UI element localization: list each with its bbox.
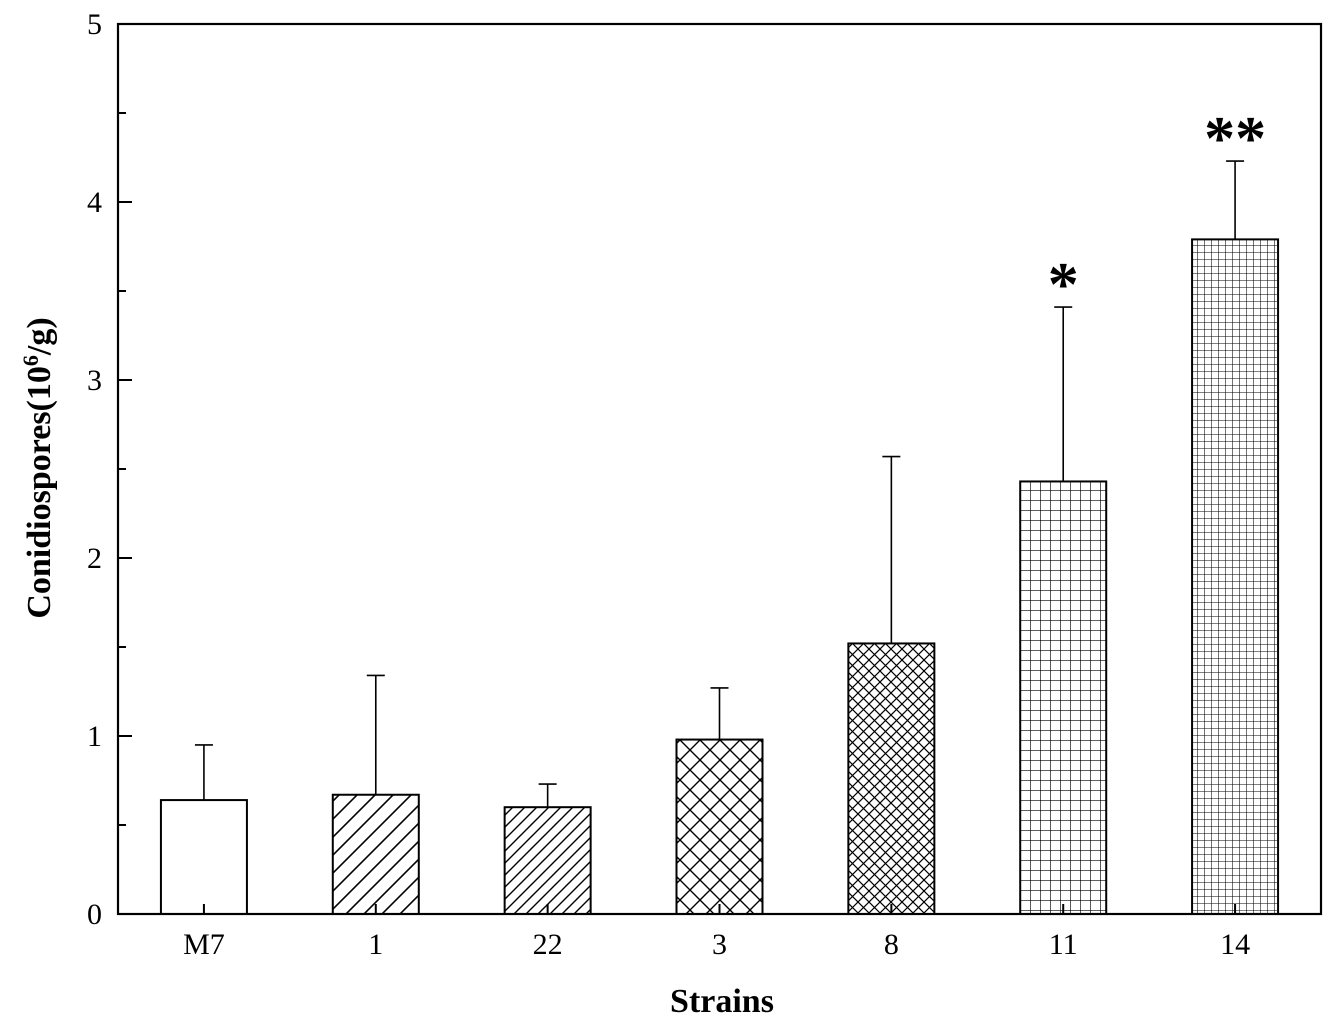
- y-axis-title-sup: 6: [18, 355, 43, 366]
- significance-11: *: [1048, 251, 1079, 319]
- bars-layer: [159, 238, 1280, 916]
- bar-22: [503, 806, 592, 916]
- bar-14: [1191, 238, 1280, 915]
- plot-frame: [116, 22, 1323, 916]
- x-tick-label-M7: M7: [183, 928, 225, 961]
- y-tick-label-3: 3: [87, 364, 102, 397]
- y-axis-title-tail: /g): [21, 317, 58, 356]
- bar-8: [847, 642, 936, 915]
- x-tick-label-11: 11: [1049, 928, 1078, 961]
- x-tick-label-22: 22: [533, 928, 563, 961]
- bar-1: [331, 793, 420, 915]
- y-tick-label-0: 0: [87, 898, 102, 931]
- x-tick-label-1: 1: [368, 928, 383, 961]
- bar-3: [675, 738, 764, 915]
- error-bars-layer: [194, 160, 1245, 808]
- x-tick-label-14: 14: [1220, 928, 1250, 961]
- x-tick-label-8: 8: [884, 928, 899, 961]
- y-axis-title-base: Conidiospores(10: [21, 366, 58, 619]
- y-tick-label-5: 5: [87, 8, 102, 41]
- axes-layer: M7 1 22 3 8 11 14 0 1 2 3 4 5: [87, 8, 1323, 961]
- y-tick-label-2: 2: [87, 542, 102, 575]
- significance-14: **: [1204, 105, 1266, 173]
- bar-M7: [159, 799, 248, 916]
- x-tick-label-3: 3: [712, 928, 727, 961]
- annotations-layer: ***: [1048, 105, 1266, 319]
- y-axis-title: Conidiospores(106/g): [18, 317, 58, 618]
- x-axis-title: Strains: [670, 983, 774, 1018]
- bar-11: [1019, 480, 1108, 915]
- y-tick-label-1: 1: [87, 720, 102, 753]
- y-tick-label-4: 4: [87, 186, 102, 219]
